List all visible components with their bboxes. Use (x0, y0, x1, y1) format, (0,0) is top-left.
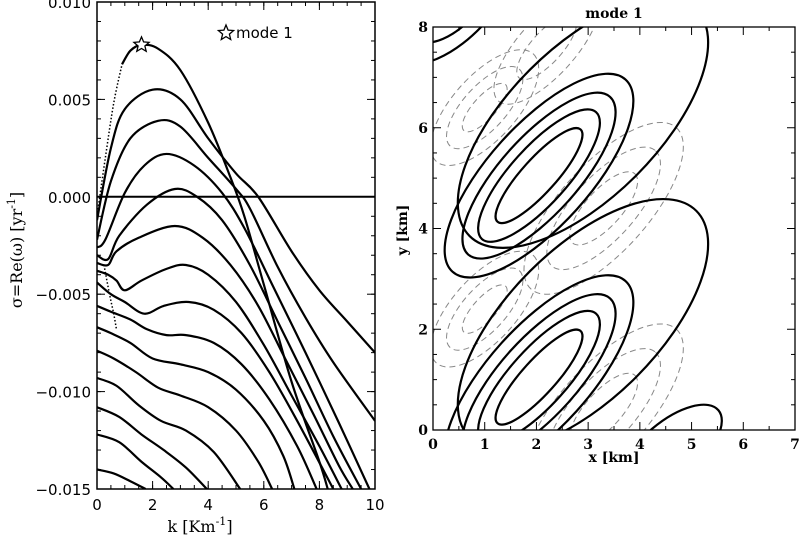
x-tick-label-right: 1 (480, 437, 490, 453)
dispersion-curves (97, 43, 375, 489)
x-tick-label-right: 4 (635, 437, 645, 453)
x-tick-label-right: 2 (532, 437, 542, 453)
positive-contour (494, 126, 584, 225)
right-axis-ticks: 0 1 2 3 4 5 6 7 0 2 4 6 8 (418, 20, 800, 453)
x-tick-label-right: 0 (428, 437, 438, 453)
y-tick-label: −0.015 (35, 481, 91, 499)
mode-contour-chart: mode 1 0 1 2 3 4 5 6 7 0 2 4 6 8 x [km] y [km] (395, 6, 800, 466)
positive-contour (443, 72, 635, 279)
x-tick-label: 4 (203, 496, 213, 514)
positive-contour (477, 108, 601, 243)
x-tick-label: 6 (259, 496, 269, 514)
negative-contour (569, 372, 639, 430)
x-tick-label: 8 (315, 496, 325, 514)
positive-contour (477, 309, 601, 430)
series-mode-12 (97, 376, 242, 489)
y-tick-label: −0.010 (35, 384, 91, 402)
positive-contour (456, 27, 710, 249)
series-mode-2 (97, 88, 375, 354)
positive-contour (461, 91, 617, 260)
x-tick-label: 10 (365, 496, 384, 514)
x-tick-label-right: 3 (583, 437, 593, 453)
right-plot-frame (432, 26, 796, 431)
negative-contour (433, 49, 540, 167)
x-axis-label-right: x [km] (589, 450, 640, 466)
x-tick-label: 0 (92, 496, 102, 514)
y-tick-label-right: 0 (418, 423, 428, 439)
star-icon (216, 23, 236, 41)
star-marker (132, 35, 151, 53)
contours (433, 27, 723, 430)
negative-contour (446, 267, 524, 351)
series-mode-9 (97, 304, 318, 489)
positive-contour (618, 403, 723, 430)
dotted-series-0 (97, 64, 123, 217)
y-tick-label: 0.010 (48, 0, 91, 12)
x-axis-label: k [Km-1] (167, 515, 232, 536)
series-mode-13 (97, 406, 208, 489)
series-mode-6 (97, 224, 354, 489)
negative-contour (569, 171, 639, 246)
y-tick-label-right: 2 (418, 322, 428, 338)
negative-contour (446, 66, 524, 150)
x-tick-label-right: 5 (687, 437, 697, 453)
x-tick-label-right: 7 (790, 437, 800, 453)
series-mode-5 (97, 187, 363, 489)
y-tick-label: −0.005 (35, 286, 91, 304)
dispersion-chart: 0 2 4 6 8 10 0.010 0.005 0.000 −0.005 −0.010 −0.015… (5, 0, 385, 536)
legend-label: mode 1 (236, 24, 293, 42)
negative-contour (546, 348, 661, 430)
series-mode-3 (97, 118, 375, 422)
series-mode-11 (97, 349, 274, 489)
y-tick-label: 0.005 (48, 91, 91, 109)
y-tick-label-right: 8 (418, 20, 428, 36)
y-tick-label-right: 4 (418, 222, 428, 238)
positive-contour (443, 274, 635, 430)
legend: mode 1 (216, 23, 293, 42)
left-axis-ticks: 0 2 4 6 8 10 0.010 0.005 0.000 −0.005 −0.010 −0.015 (35, 0, 384, 514)
negative-contour (493, 27, 601, 105)
series-mode-14 (97, 433, 175, 489)
series-mode-4 (97, 152, 371, 489)
positive-contour (494, 328, 584, 426)
negative-contour (516, 27, 578, 81)
positive-contour (433, 27, 520, 65)
y-axis-label: σ=Re(ω) [yr-1] (5, 192, 26, 308)
x-tick-label-right: 6 (738, 437, 748, 453)
chart-title: mode 1 (585, 6, 642, 22)
series-mode-8 (97, 281, 335, 489)
y-axis-label-right: y [km] (395, 205, 411, 257)
negative-contour (546, 146, 661, 271)
series-mode-10 (97, 326, 296, 489)
left-plot-frame (96, 1, 376, 490)
negative-contour (461, 284, 508, 334)
positive-contour (456, 197, 710, 430)
x-tick-label: 2 (148, 496, 158, 514)
series-mode-7 (97, 263, 343, 489)
negative-contour (461, 82, 508, 133)
y-tick-label-right: 6 (418, 121, 428, 137)
y-tick-label: 0.000 (48, 189, 91, 207)
positive-contour (461, 293, 617, 430)
negative-contour (433, 250, 540, 368)
